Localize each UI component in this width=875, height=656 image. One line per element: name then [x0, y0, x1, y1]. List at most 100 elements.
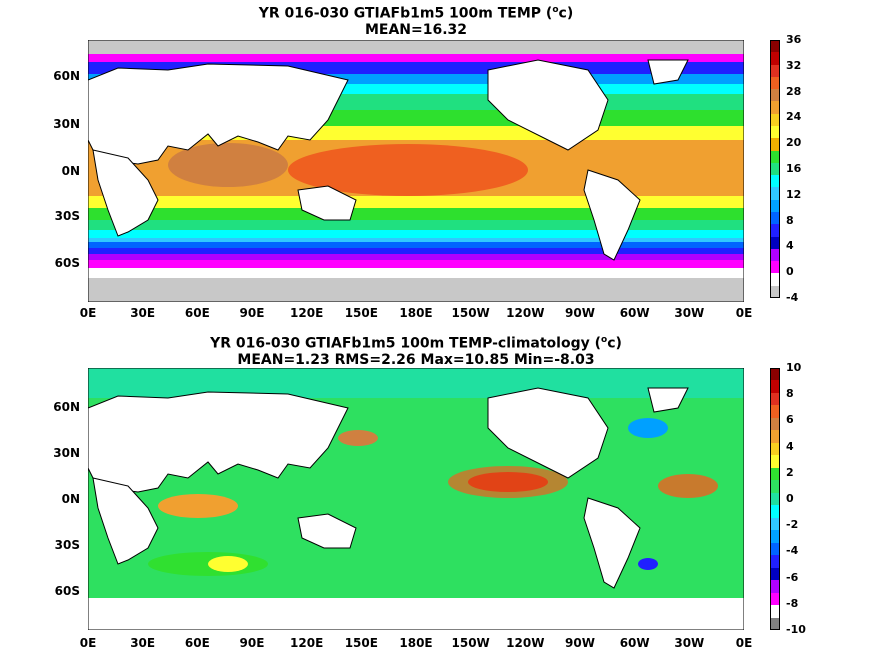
bottom-colorbar-frame	[770, 368, 780, 630]
bottom-colorbar	[770, 368, 780, 631]
bottom-colorbar-segment	[770, 480, 780, 494]
bottom-colorbar-segment	[770, 492, 780, 506]
top-colorbar-segment	[770, 199, 780, 213]
top-colorbar-label: 16	[786, 162, 802, 175]
top-colorbar-segment	[770, 76, 780, 90]
bottom-map-title: YR 016-030 GTIAFb1m5 100m TEMP-climatolo…	[88, 332, 744, 368]
bottom-lon-label: 0E	[735, 636, 753, 650]
bottom-lat-30s: 30S	[54, 538, 80, 552]
top-colorbar-segment	[770, 138, 780, 152]
top-mean-label: MEAN=16.32	[364, 21, 468, 38]
top-colorbar-label: 20	[786, 136, 802, 150]
bottom-anomaly-map	[88, 368, 744, 630]
bottom-colorbar-label: 6	[786, 413, 794, 427]
top-colorbar-segment	[770, 236, 780, 250]
bottom-colorbar-segment	[770, 430, 780, 444]
bottom-lon-label: 150E	[344, 636, 378, 650]
bottom-stats-label: MEAN=1.23 RMS=2.26 Max=10.85 Min=-8.03	[237, 351, 595, 368]
bottom-colorbar-segment	[770, 368, 780, 381]
top-colorbar-label: 36	[786, 33, 802, 46]
bottom-colorbar-label: -8	[786, 596, 799, 610]
bottom-lon-label: 0E	[79, 636, 97, 650]
bottom-colorbar-segment	[770, 542, 780, 556]
top-colorbar-segment	[770, 162, 780, 176]
top-lon-label: 120W	[506, 306, 545, 320]
top-colorbar-segment	[770, 40, 780, 53]
bottom-lon-label: 60E	[184, 636, 210, 650]
top-colorbar-segment	[770, 212, 780, 225]
top-lon-label: 60W	[619, 306, 650, 320]
bottom-colorbar-segment	[770, 455, 780, 469]
bottom-colorbar-label: 10	[786, 361, 802, 374]
bottom-colorbar-label: 2	[786, 465, 794, 479]
bottom-colorbar-segment	[770, 392, 780, 406]
bottom-colorbar-label: 0	[786, 492, 794, 505]
top-lat-30n: 30N	[53, 117, 80, 131]
bottom-colorbar-label: -6	[786, 570, 799, 584]
bottom-colorbar-segment	[770, 505, 780, 519]
bottom-colorbar-segment	[770, 580, 780, 594]
top-colorbar-segment	[770, 187, 780, 201]
top-colorbar-segment	[770, 224, 780, 238]
bottom-colorbar-segment	[770, 405, 780, 419]
top-colorbar-frame	[770, 40, 780, 298]
top-lon-label: 30E	[130, 306, 156, 320]
top-colorbar-segment	[770, 150, 780, 164]
bottom-lon-label: 180E	[399, 636, 433, 650]
bottom-lon-label: 60W	[619, 636, 650, 650]
bottom-colorbar-label: 8	[786, 387, 794, 401]
top-colorbar-segment	[770, 113, 780, 127]
bottom-colorbar-segment	[770, 442, 780, 456]
bottom-lon-label: 120E	[290, 636, 324, 650]
top-map-panel: YR 016-030 GTIAFb1m5 100m TEMP (oc) MEAN…	[53, 2, 802, 320]
bottom-lon-label: 150W	[451, 636, 490, 650]
top-map-title: YR 016-030 GTIAFb1m5 100m TEMP (oc) MEAN…	[88, 2, 744, 38]
top-colorbar-label: 0	[786, 265, 794, 279]
bottom-lat-60s: 60S	[54, 584, 80, 598]
bottom-colorbar-segment	[770, 380, 780, 394]
top-lon-label: 90E	[239, 306, 265, 320]
top-lon-label: 0E	[79, 306, 97, 320]
bottom-colorbar-label: -2	[786, 518, 799, 532]
top-lon-label: 60E	[184, 306, 210, 320]
bottom-colorbar-label: -4	[786, 544, 799, 558]
bottom-colorbar-segment	[770, 417, 780, 431]
bottom-lon-label: 30W	[674, 636, 705, 650]
top-colorbar-label: 24	[786, 110, 802, 124]
top-colorbar-segment	[770, 261, 780, 274]
top-colorbar-segment	[770, 64, 780, 78]
top-colorbar-label: 8	[786, 213, 794, 227]
bottom-colorbar-segment	[770, 467, 780, 481]
top-colorbar	[770, 40, 780, 299]
bottom-colorbar-segment	[770, 567, 780, 581]
top-lon-label: 30W	[674, 306, 705, 320]
top-colorbar-label: 28	[786, 84, 802, 98]
bottom-lat-30n: 30N	[53, 446, 80, 460]
top-lat-0n: 0N	[61, 164, 80, 178]
top-lon-label: 150E	[344, 306, 378, 320]
bottom-colorbar-segment	[770, 555, 780, 569]
top-colorbar-label: -4	[786, 291, 799, 304]
top-colorbar-label: 4	[786, 239, 794, 253]
bottom-lon-label: 120W	[506, 636, 545, 650]
top-colorbar-segment	[770, 273, 780, 287]
bottom-colorbar-label: 4	[786, 439, 794, 453]
top-lat-60s: 60S	[54, 256, 80, 270]
top-lon-label: 0E	[735, 306, 753, 320]
bottom-colorbar-segment	[770, 592, 780, 606]
top-lon-label: 120E	[290, 306, 324, 320]
bottom-lon-label: 90W	[565, 636, 595, 650]
top-colorbar-label: 32	[786, 58, 802, 72]
bottom-map-panel: YR 016-030 GTIAFb1m5 100m TEMP-climatolo…	[0, 328, 875, 656]
bottom-colorbar-segment	[770, 617, 780, 631]
top-lon-label: 90W	[565, 306, 595, 320]
top-colorbar-segment	[770, 175, 780, 188]
bottom-colorbar-label: -10	[786, 623, 806, 636]
bottom-colorbar-segment	[770, 605, 780, 619]
top-colorbar-segment	[770, 248, 780, 262]
bottom-lon-label: 30E	[130, 636, 156, 650]
top-lon-label: 180E	[399, 306, 433, 320]
top-colorbar-segment	[770, 285, 780, 299]
bottom-colorbar-segment	[770, 517, 780, 531]
top-lat-30s: 30S	[54, 209, 80, 223]
